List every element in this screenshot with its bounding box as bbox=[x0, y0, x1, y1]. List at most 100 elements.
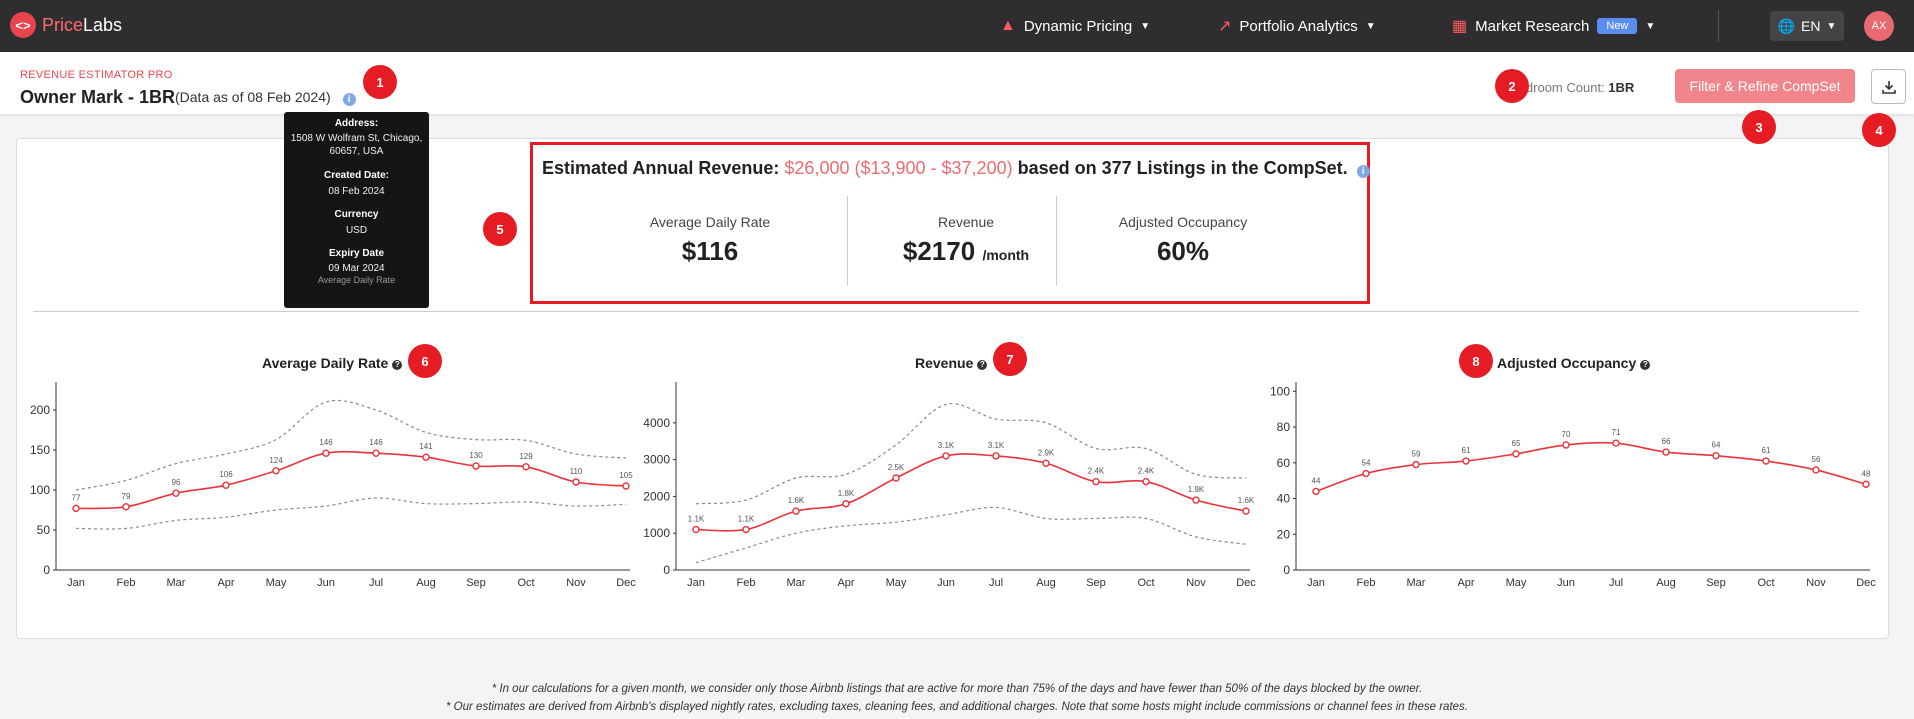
filter-refine-compset-button[interactable]: Filter & Refine CompSet bbox=[1675, 69, 1855, 103]
chevron-down-icon: ▼ bbox=[1365, 20, 1376, 32]
data-point bbox=[322, 449, 330, 457]
data-point bbox=[1762, 457, 1770, 465]
x-tick-label: Oct bbox=[1757, 577, 1774, 589]
nav-portfolio-analytics-label: Portfolio Analytics bbox=[1239, 17, 1358, 35]
download-button[interactable] bbox=[1871, 69, 1906, 104]
data-label: 146 bbox=[319, 438, 333, 447]
data-point bbox=[172, 489, 180, 497]
nav-market-research-label: Market Research bbox=[1475, 17, 1590, 35]
chart-title-text: Average Daily Rate bbox=[262, 355, 389, 371]
x-tick-label: Dec bbox=[1856, 577, 1876, 589]
x-tick-label: Jul bbox=[369, 577, 383, 589]
metric-value: $116 bbox=[681, 236, 739, 266]
data-label: 146 bbox=[369, 438, 383, 447]
data-as-of-text: (Data as of 08 Feb 2024) bbox=[175, 89, 331, 105]
data-label: 1.6K bbox=[788, 496, 805, 505]
chart-title-adr: Average Daily Rate? bbox=[262, 355, 403, 371]
data-label: 96 bbox=[172, 478, 181, 487]
data-point bbox=[222, 481, 230, 489]
y-tick-label: 60 bbox=[1277, 456, 1291, 470]
data-label: 129 bbox=[519, 452, 533, 461]
logo-icon: <> bbox=[10, 12, 36, 38]
x-tick-label: Mar bbox=[787, 577, 806, 589]
data-point bbox=[422, 453, 430, 461]
x-tick-label: Feb bbox=[737, 577, 756, 589]
x-tick-label: Aug bbox=[1656, 577, 1676, 589]
data-label: 64 bbox=[1712, 441, 1721, 450]
x-tick-label: Dec bbox=[1236, 577, 1256, 589]
x-tick-label: Aug bbox=[1036, 577, 1056, 589]
trend-icon: ↗ bbox=[1218, 18, 1232, 35]
lower-bound-line bbox=[75, 497, 627, 530]
y-tick-label: 100 bbox=[30, 483, 50, 497]
x-tick-label: Jan bbox=[67, 577, 85, 589]
language-label: EN bbox=[1801, 18, 1821, 34]
y-tick-label: 0 bbox=[1283, 563, 1290, 577]
nav-portfolio-analytics[interactable]: ↗ Portfolio Analytics ▼ bbox=[1218, 0, 1376, 52]
data-point bbox=[692, 525, 700, 534]
data-point bbox=[372, 449, 380, 457]
x-tick-label: Feb bbox=[117, 577, 136, 589]
tooltip-created-label: Created Date: bbox=[323, 170, 390, 181]
data-point bbox=[792, 507, 800, 515]
x-tick-label: Jan bbox=[1307, 577, 1325, 589]
x-tick-label: Mar bbox=[1407, 577, 1426, 589]
y-tick-label: 1000 bbox=[643, 526, 670, 540]
data-label: 106 bbox=[219, 470, 233, 479]
data-label: 56 bbox=[1812, 455, 1821, 464]
footnote-2: * Our estimates are derived from Airbnb'… bbox=[446, 701, 1468, 713]
x-tick-label: Mar bbox=[167, 577, 186, 589]
page-header bbox=[0, 52, 1914, 114]
x-tick-label: Feb bbox=[1357, 577, 1376, 589]
chart-title-text: Revenue bbox=[915, 355, 974, 371]
x-tick-label: May bbox=[1506, 577, 1527, 589]
y-tick-label: 0 bbox=[663, 563, 670, 577]
data-point bbox=[1662, 448, 1670, 456]
metric-divider bbox=[1056, 196, 1057, 286]
data-label: 48 bbox=[1862, 469, 1871, 478]
user-avatar[interactable]: AX bbox=[1864, 11, 1894, 41]
y-tick-label: 100 bbox=[1270, 384, 1290, 398]
x-tick-label: Jun bbox=[317, 577, 335, 589]
nav-divider bbox=[1718, 10, 1719, 42]
x-tick-label: Apr bbox=[217, 577, 234, 589]
pricelabs-logo[interactable]: <> PriceLabs bbox=[10, 12, 122, 38]
data-point bbox=[472, 462, 480, 470]
tooltip-expiry-label: Expiry Date bbox=[328, 248, 385, 259]
data-label: 1.6K bbox=[1238, 496, 1255, 505]
new-badge: New bbox=[1597, 18, 1638, 34]
data-point bbox=[992, 452, 1000, 460]
data-point bbox=[1192, 496, 1200, 504]
data-point bbox=[1042, 459, 1050, 467]
x-tick-label: Jul bbox=[1609, 577, 1623, 589]
data-point bbox=[1512, 450, 1520, 458]
data-label: 124 bbox=[269, 456, 283, 465]
x-tick-label: Sep bbox=[1706, 577, 1726, 589]
info-icon[interactable]: i bbox=[1356, 165, 1370, 178]
x-tick-label: Aug bbox=[416, 577, 436, 589]
tooltip-currency-value: USD bbox=[345, 225, 368, 236]
data-point bbox=[892, 474, 900, 482]
tooltip-currency-label: Currency bbox=[334, 209, 379, 220]
x-tick-label: Nov bbox=[566, 577, 586, 589]
help-icon[interactable]: ? bbox=[1640, 360, 1651, 370]
nav-dynamic-pricing[interactable]: ▲ Dynamic Pricing ▼ bbox=[1000, 0, 1150, 52]
language-selector[interactable]: 🌐 EN ▼ bbox=[1770, 11, 1844, 41]
bedroom-count-value: 1BR bbox=[1608, 80, 1635, 95]
help-icon[interactable]: ? bbox=[977, 360, 988, 370]
y-tick-label: 2000 bbox=[643, 489, 670, 503]
data-point bbox=[942, 452, 950, 460]
help-icon[interactable]: ? bbox=[392, 360, 403, 370]
nav-market-research[interactable]: ▦ Market Research New ▼ bbox=[1452, 0, 1655, 52]
page-title: Owner Mark - 1BR bbox=[20, 87, 176, 107]
tooltip-address-value: 1508 W Wolfram St, Chicago, 60657, USA bbox=[290, 133, 423, 157]
series-line bbox=[695, 453, 1247, 532]
y-tick-label: 150 bbox=[30, 443, 50, 457]
data-label: 61 bbox=[1462, 446, 1471, 455]
data-point bbox=[72, 504, 80, 513]
data-label: 71 bbox=[1612, 428, 1621, 437]
data-label: 1.8K bbox=[838, 489, 855, 498]
series-line bbox=[1315, 441, 1867, 493]
y-tick-label: 3000 bbox=[643, 453, 670, 467]
info-icon[interactable]: i bbox=[342, 93, 356, 106]
